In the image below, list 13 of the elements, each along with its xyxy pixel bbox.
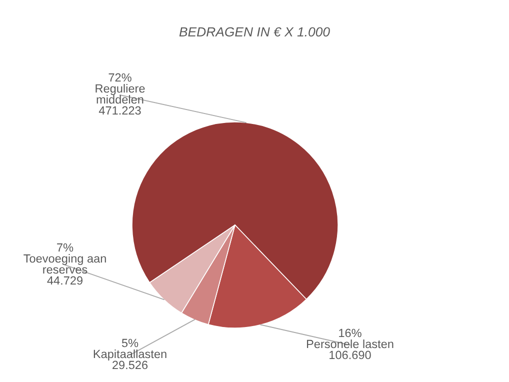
text: 16% xyxy=(339,328,362,338)
slice-label: Reguliere middelen xyxy=(96,84,145,104)
slice-label: Kapitaallasten xyxy=(94,349,166,360)
data-label: 106.690 xyxy=(330,350,371,360)
text: 72% xyxy=(108,73,132,82)
data-label: 471.223 xyxy=(98,106,141,115)
chart-title: BEDRAGEN IN € X 1.000 xyxy=(179,27,330,37)
text: 5% xyxy=(122,338,138,348)
data-label: 29.526 xyxy=(112,360,148,370)
data-label: 44.729 xyxy=(47,276,82,285)
slice-label: Personele lasten xyxy=(307,339,394,348)
slice-label: Toevoeging aan reserves xyxy=(24,254,106,274)
text: 7% xyxy=(57,243,74,252)
